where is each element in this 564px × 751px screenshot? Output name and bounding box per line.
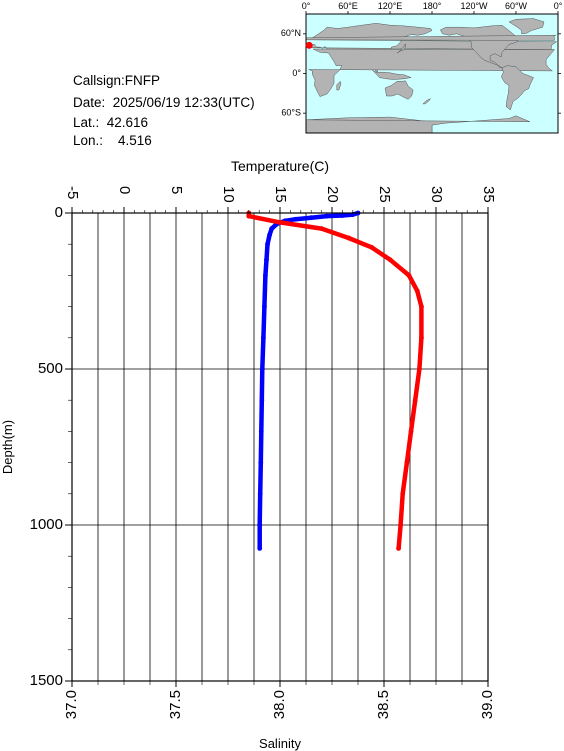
salinity-profile-line	[246, 210, 424, 551]
temperature-data-point	[258, 429, 264, 434]
map-lat-label: 0°	[292, 68, 301, 78]
temperature-tick-label: 5	[168, 186, 185, 194]
depth-tick-label: 0	[55, 204, 63, 221]
map-lon-label: 120°W	[460, 1, 488, 11]
salinity-data-point	[396, 546, 401, 551]
temperature-data-point	[265, 241, 270, 247]
map-land	[305, 18, 558, 134]
date-text: Date: 2025/06/19 12:33(UTC)	[73, 95, 255, 110]
temperature-data-point	[260, 335, 266, 341]
salinity-data-point	[369, 244, 374, 250]
landmass-africa	[308, 48, 556, 97]
callsign-text: Callsign:FNFP	[73, 73, 161, 88]
map-lon-label: 0°	[302, 1, 311, 11]
temperature-data-point	[259, 366, 265, 372]
salinity-tick-label: 38.0	[271, 690, 288, 719]
landmass-madagascar	[336, 80, 342, 91]
salinity-data-point	[387, 257, 393, 263]
salinity-data-point	[404, 460, 410, 465]
map-lat-label: 60°N	[281, 28, 301, 38]
temperature-data-point	[257, 546, 263, 551]
salinity-data-point	[246, 213, 252, 219]
depth-tick-label: 500	[38, 360, 63, 377]
temperature-axis-label: Temperature(C)	[231, 158, 329, 174]
salinity-axis-label: Salinity	[259, 736, 301, 751]
longitude-text: Lon.: 4.516	[73, 133, 152, 148]
landmass-britain	[305, 34, 557, 41]
salinity-tick-label: 39.0	[479, 690, 496, 719]
temperature-data-point	[258, 460, 264, 465]
salinity-tick-label: 38.5	[375, 690, 392, 719]
station-marker	[305, 41, 313, 49]
temperature-data-point	[308, 215, 314, 221]
landmass-australia	[384, 80, 414, 100]
temperature-axis: -5 0 5 10 15 20 25 30 35	[64, 186, 497, 213]
salinity-data-point	[277, 219, 283, 225]
temperature-data-point	[267, 232, 272, 238]
temperature-data-point	[259, 397, 265, 403]
temperature-data-point	[293, 216, 298, 222]
temperature-data-point	[262, 304, 267, 309]
temperature-tick-label: 20	[324, 186, 341, 203]
salinity-data-point	[414, 288, 420, 294]
map-lon-label: 60°W	[505, 1, 528, 11]
temperature-data-point	[324, 213, 330, 219]
temperature-data-point	[263, 273, 268, 278]
temperature-tick-label: 25	[376, 186, 393, 203]
salinity-data-point	[419, 304, 424, 309]
temperature-data-point	[264, 257, 269, 263]
map-lat-label: 60°S	[281, 108, 301, 118]
latitude-text: Lat.: 42.616	[73, 115, 149, 130]
salinity-data-point	[416, 366, 422, 372]
temperature-tick-label: 30	[428, 186, 445, 203]
depth-tick-label: 1000	[30, 516, 63, 533]
temperature-tick-label: 15	[272, 186, 289, 203]
temperature-tick-label: 35	[480, 186, 497, 203]
salinity-data-point	[412, 397, 418, 403]
landmass-indonesia	[372, 69, 412, 80]
temperature-data-point	[257, 491, 263, 497]
temperature-tick-label: 10	[220, 186, 237, 203]
landmass-south-america	[501, 65, 534, 111]
world-map: 0° 60°E 120°E 180° 120°W 60°W 0° 60°N 0° 60°S	[281, 1, 563, 134]
temperature-data-point	[269, 226, 275, 232]
depth-axis: 0 500 1000 1500	[30, 204, 72, 689]
salinity-data-point	[398, 522, 404, 528]
salinity-data-point	[319, 226, 324, 232]
map-ticks: 0° 60°E 120°E 180° 120°W 60°W 0° 60°N 0° 60°S	[281, 1, 563, 118]
depth-tick-label: 1500	[30, 672, 63, 689]
salinity-tick-label: 37.5	[167, 690, 184, 719]
salinity-axis: 37.0 37.5 38.0 38.5 39.0	[63, 681, 496, 719]
map-lon-label: 60°E	[338, 1, 358, 11]
salinity-data-point	[406, 273, 412, 278]
temperature-tick-label: 0	[116, 186, 133, 194]
salinity-data-point	[408, 429, 414, 434]
landmass-greenland	[508, 18, 545, 35]
salinity-data-point	[419, 335, 424, 341]
salinity-data-point	[400, 491, 406, 497]
map-lon-label: 180°	[423, 1, 442, 11]
temperature-tick-label: -5	[64, 186, 81, 199]
salinity-data-point	[346, 235, 352, 241]
temperature-profile-line	[257, 210, 361, 551]
map-lon-label: 120°E	[378, 1, 403, 11]
landmass-new-zealand	[422, 98, 431, 105]
depth-axis-label: Depth(m)	[0, 420, 15, 474]
landmass-japan	[396, 42, 406, 54]
salinity-tick-label: 37.0	[63, 690, 80, 719]
map-lon-label: 0°	[554, 1, 563, 11]
temperature-data-point	[340, 213, 345, 218]
temperature-data-point	[257, 522, 263, 528]
